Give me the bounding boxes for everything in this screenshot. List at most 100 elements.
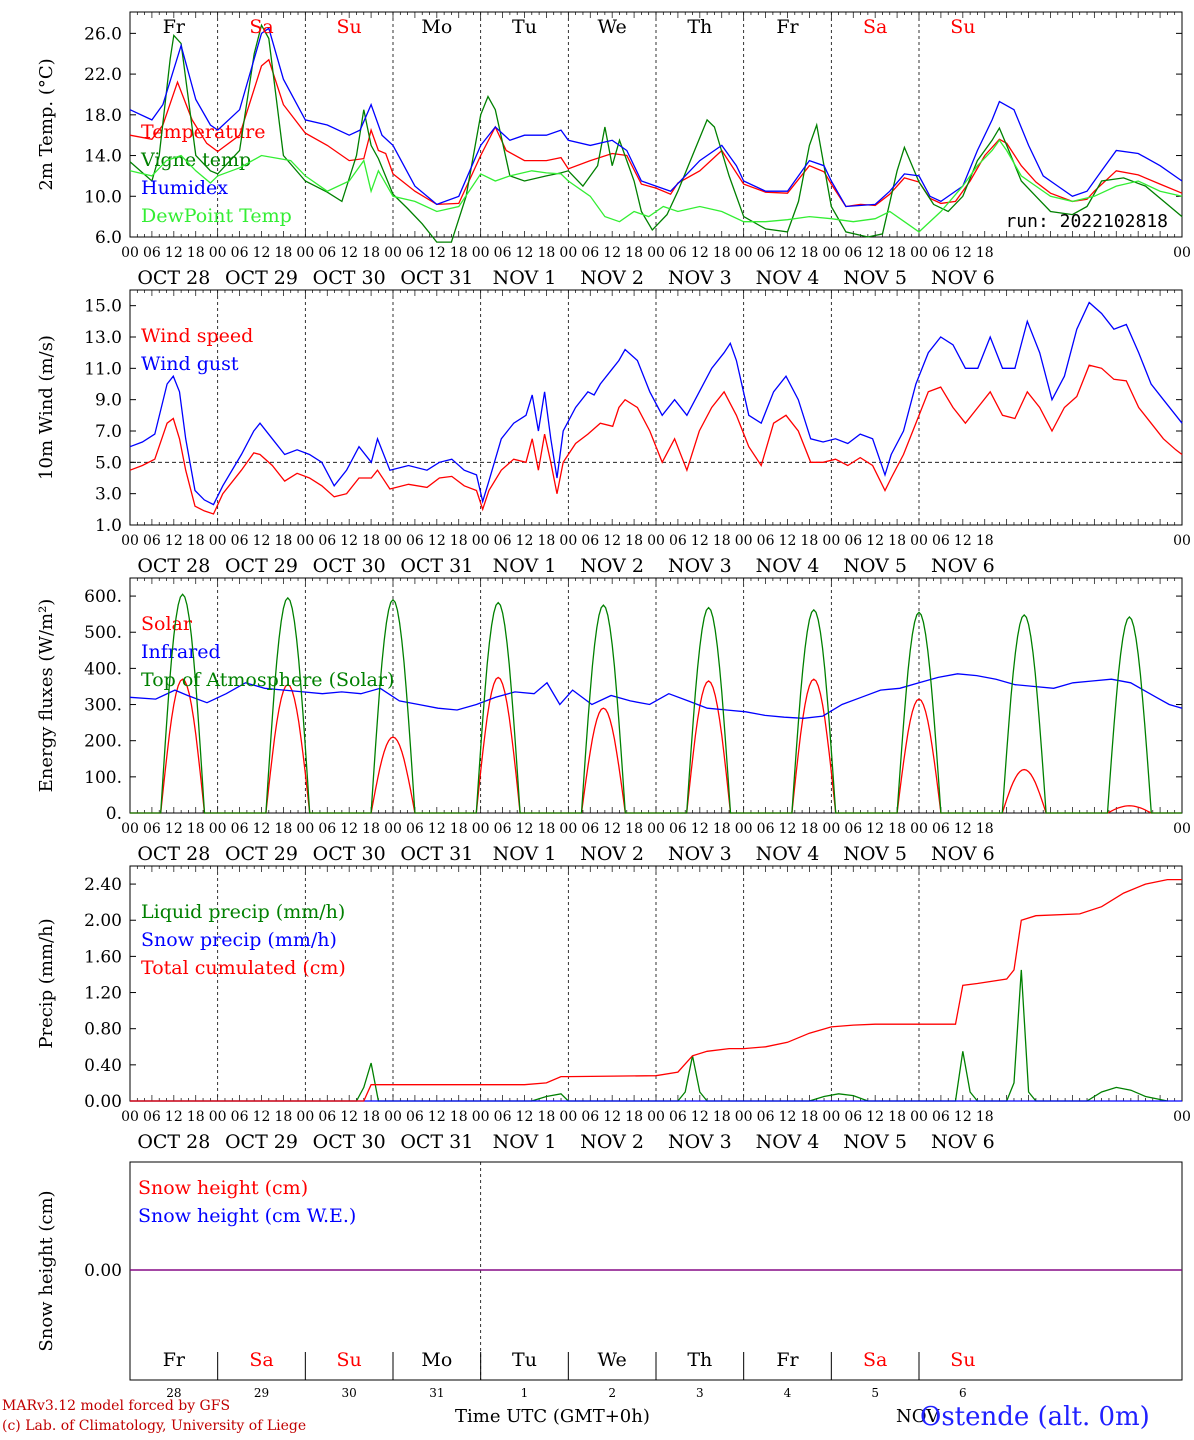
x-hour-label: 12 [779,821,797,837]
x-hour-label: 00 [910,821,928,837]
day-of-week-label: Fr [776,16,799,38]
day-of-week-label: Su [950,1349,975,1371]
x-hour-label: 12 [954,821,972,837]
y-axis-label: 2m Temp. (°C) [36,58,57,190]
x-hour-label: 18 [538,533,556,549]
x-hour-label: 06 [932,821,950,837]
x-date-label: NOV 4 [756,1131,820,1153]
x-hour-label: 18 [976,245,994,261]
day-number-label: 4 [784,1386,792,1400]
x-hour-label: 06 [406,533,424,549]
x-hour-label: 12 [253,245,271,261]
x-hour-label: 12 [603,1109,621,1125]
x-date-label: OCT 28 [137,267,210,289]
x-date-label: OCT 28 [137,843,210,865]
y-tick-label: 0. [106,804,122,824]
x-hour-label: 12 [340,1109,358,1125]
legend-total-cumulated-cm: Total cumulated (cm) [141,957,346,979]
x-hour-label: 00 [735,821,753,837]
x-hour-label: 12 [866,533,884,549]
x-hour-label: 00 [735,245,753,261]
x-hour-label: 06 [318,245,336,261]
legend-vigne-temp: Vigne temp [140,149,251,171]
x-hour-label: 18 [888,245,906,261]
x-hour-label: 18 [976,533,994,549]
y-tick-label: 14.0 [84,147,122,167]
x-hour-label: 06 [494,1109,512,1125]
day-of-week-label: Fr [163,16,186,38]
x-date-label: NOV 2 [580,1131,644,1153]
x-hour-label: 00 [559,245,577,261]
series-solar [130,676,1182,814]
day-of-week-label: Fr [776,1349,799,1371]
x-hour-label: 06 [231,821,249,837]
day-of-week-label: Fr [163,1349,186,1371]
x-hour-label: 12 [603,533,621,549]
y-tick-label: 1.20 [84,984,122,1004]
y-tick-label: 15.0 [84,297,122,317]
x-hour-label: 00 [472,533,490,549]
x-hour-label: 12 [165,821,183,837]
day-number-label: 29 [254,1386,269,1400]
x-hour-label: 12 [603,821,621,837]
x-hour-label: 18 [450,1109,468,1125]
x-hour-label: 00 [822,245,840,261]
day-of-week-label: We [598,16,627,38]
x-hour-label: 00 [296,245,314,261]
x-hour-label: 12 [516,1109,534,1125]
x-hour-label: 18 [362,533,380,549]
x-hour-label: 18 [801,1109,819,1125]
legend-wind-gust: Wind gust [141,353,239,375]
x-hour-label: 00 [822,821,840,837]
x-date-label: OCT 31 [400,267,473,289]
x-hour-label: 18 [187,1109,205,1125]
x-hour-label: 06 [318,821,336,837]
x-hour-label: 12 [428,533,446,549]
y-tick-label: 500. [84,623,122,643]
x-date-label: OCT 31 [400,1131,473,1153]
x-hour-label: 12 [779,245,797,261]
x-hour-label: 00 [384,245,402,261]
x-hour-label: 06 [581,821,599,837]
x-hour-label: 18 [625,1109,643,1125]
x-hour-label: 18 [713,1109,731,1125]
y-tick-label: 2.00 [84,911,122,931]
x-date-label: OCT 31 [400,843,473,865]
x-hour-label: 00 [647,1109,665,1125]
x-date-label: OCT 30 [313,267,386,289]
x-hour-label: 06 [757,533,775,549]
x-hour-label: 00 [121,1109,139,1125]
y-tick-label: 11.0 [84,359,122,379]
x-hour-label: 00 [559,533,577,549]
x-date-label: NOV 5 [843,267,907,289]
x-hour-label: 00 [121,821,139,837]
y-tick-label: 600. [84,587,122,607]
legend-liquid-precip-mm-h: Liquid precip (mm/h) [141,901,345,923]
x-hour-label: 06 [844,245,862,261]
day-of-week-label: Sa [863,1349,887,1371]
x-hour-label: 06 [581,1109,599,1125]
x-hour-label: 06 [143,245,161,261]
x-date-label: NOV 6 [931,555,995,577]
x-date-label: NOV 6 [931,1131,995,1153]
x-hour-label: 12 [691,1109,709,1125]
x-hour-label: 06 [494,245,512,261]
legend-wind-speed: Wind speed [141,325,253,347]
x-hour-label: 12 [253,1109,271,1125]
day-of-week-label: Th [687,1349,712,1371]
x-hour-label: 00 [559,1109,577,1125]
y-tick-label: 18.0 [84,106,122,126]
x-hour-label: 18 [801,533,819,549]
x-hour-label: 18 [538,821,556,837]
x-hour-label: 06 [231,245,249,261]
x-hour-label: 12 [691,245,709,261]
y-tick-label: 1.60 [84,947,122,967]
x-hour-label: 12 [954,1109,972,1125]
x-hour-label: 06 [932,1109,950,1125]
x-hour-label: 06 [143,533,161,549]
day-number-label: 1 [521,1386,529,1400]
day-of-week-label: Su [950,16,975,38]
x-date-label: OCT 29 [225,555,298,577]
x-hour-label: 00 [472,245,490,261]
x-date-label: OCT 29 [225,843,298,865]
